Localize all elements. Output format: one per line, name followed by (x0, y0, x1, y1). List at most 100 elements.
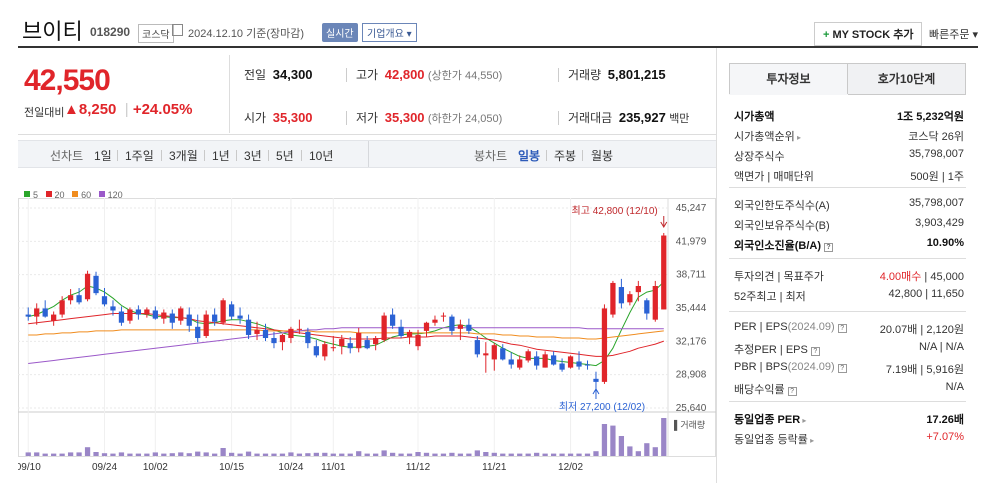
candle-body (254, 329, 260, 334)
volume-bar (195, 451, 201, 456)
volume-bar (178, 452, 184, 456)
candle-body (457, 324, 464, 329)
period-1d[interactable]: 1일 (94, 149, 112, 163)
x-tick-label: 11/01 (321, 462, 346, 473)
info-value-text: | 45,000 (921, 271, 964, 283)
volume-bar (432, 453, 438, 456)
volume-bar (279, 453, 286, 456)
volume-bar (627, 446, 633, 456)
info-label: PBR | BPS(2024.09)? (734, 361, 847, 373)
info-label-text: 시가총액순위 (734, 131, 795, 143)
price-chart[interactable]: 45,247 41,979 38,711 35,444 32,176 28,908 25,6… (18, 198, 716, 483)
info-row: 배당수익률? N/A (734, 381, 964, 397)
volume-bar (584, 453, 591, 456)
info-row: PBR | BPS(2024.09)? 7.19배 | 5,916원 (734, 361, 964, 377)
volume-bar (534, 452, 540, 456)
candle-monthly[interactable]: 월봉 (591, 149, 614, 163)
candle-body (169, 313, 175, 323)
divider (729, 94, 848, 95)
period-10y[interactable]: 10년 (309, 149, 334, 163)
volume-bar (161, 453, 167, 456)
volume-bar (313, 452, 319, 456)
period-3m[interactable]: 3개월 (169, 149, 198, 163)
info-row[interactable]: 시가총액순위 ▸ 코스닥 26위 (734, 128, 964, 144)
candle-body (339, 339, 345, 347)
company-overview-dropdown[interactable]: 기업개요 ▾ (362, 23, 417, 42)
high-label: 고가 (356, 68, 379, 82)
min-arrow-head (592, 388, 600, 395)
help-icon[interactable]: ? (824, 243, 833, 252)
volume-bar (466, 453, 472, 456)
period-3y[interactable]: 3년 (244, 149, 262, 163)
divider (204, 150, 205, 161)
volume-bar (449, 452, 455, 456)
volume-bar (601, 424, 608, 456)
info-row: 외국인소진율(B/A)? 10.90% (734, 237, 964, 253)
candle-body (305, 331, 311, 344)
prev-close: 전일 34,300 (244, 66, 313, 83)
volume-label: 거래량 (568, 68, 602, 82)
period-1y[interactable]: 1년 (212, 149, 230, 163)
volume-bar (500, 453, 506, 456)
volume-bar (34, 452, 40, 456)
tab-invest-info[interactable]: 투자정보 (729, 63, 848, 95)
change-label: 전일대비 (24, 107, 65, 119)
info-row[interactable]: 동일업종 PER ▸ 17.26배 (734, 411, 964, 427)
candle-chart-label[interactable]: 봉차트 (474, 149, 508, 163)
quote-date: 2024.12.10 기준(장마감) (188, 28, 305, 40)
info-value-text: 20.07배 | 2,120원 (879, 324, 964, 336)
candle-body (508, 359, 514, 365)
info-value-text: 500원 | 1주 (910, 171, 964, 183)
chart-frame (18, 198, 716, 457)
help-icon[interactable]: ? (787, 387, 797, 396)
info-value: 35,798,007 (909, 148, 964, 160)
volume-bar (618, 436, 625, 456)
candle-body (406, 331, 413, 338)
period-1w[interactable]: 1주일 (125, 149, 154, 163)
candle-body (550, 355, 557, 365)
info-value: 35,798,007 (909, 197, 964, 209)
header-divider (18, 46, 978, 48)
candle-body (635, 286, 641, 293)
info-value: +7.07% (926, 431, 964, 443)
x-tick-label: 10/02 (143, 462, 168, 473)
candle-body (42, 308, 48, 317)
volume-bar (610, 425, 616, 456)
volume-bar (661, 418, 667, 456)
info-row[interactable]: 동일업종 등락률 ▸ +7.07% (734, 431, 964, 447)
help-icon[interactable]: ? (810, 347, 820, 356)
realtime-button[interactable]: 실시간 (322, 23, 358, 42)
add-my-stock-button[interactable]: + MY STOCK 추가 (814, 22, 923, 46)
quick-order-link[interactable]: 빠른주문 ▾ (929, 26, 978, 42)
info-label: 동일업종 등락률 ▸ (734, 431, 814, 447)
info-label: 투자의견 | 목표주가 (734, 268, 824, 284)
ma60-line (28, 329, 664, 340)
chevron-right-icon: ▸ (800, 416, 807, 425)
candle-daily[interactable]: 일봉 (518, 149, 541, 163)
help-icon[interactable]: ? (837, 364, 847, 373)
market-badge: 코스닥 (138, 24, 174, 43)
info-value: N/A | N/A (919, 341, 964, 353)
divider (729, 187, 966, 188)
candle-body (34, 308, 40, 317)
period-5y[interactable]: 5년 (276, 149, 294, 163)
amount-unit: 백만 (669, 113, 690, 125)
candle-weekly[interactable]: 주봉 (554, 149, 577, 163)
line-chart-label[interactable]: 선차트 (50, 149, 84, 163)
candle-body (110, 306, 116, 311)
y-tick-label: 25,640 (676, 403, 707, 414)
plus-icon: + (823, 29, 830, 41)
volume-bar (381, 450, 387, 456)
volume-bar (330, 453, 336, 456)
current-price: 42,550 (24, 64, 111, 97)
info-value: 10.90% (927, 237, 964, 249)
volume-bar (203, 452, 209, 456)
volume-bar (212, 453, 218, 456)
candle-body (644, 300, 650, 314)
help-icon[interactable]: ? (837, 324, 847, 333)
tab-quote-10[interactable]: 호가10단계 (847, 63, 966, 95)
volume-bar (288, 452, 294, 456)
divider (236, 150, 237, 161)
candle-body (67, 295, 74, 301)
candle-body (152, 310, 158, 319)
